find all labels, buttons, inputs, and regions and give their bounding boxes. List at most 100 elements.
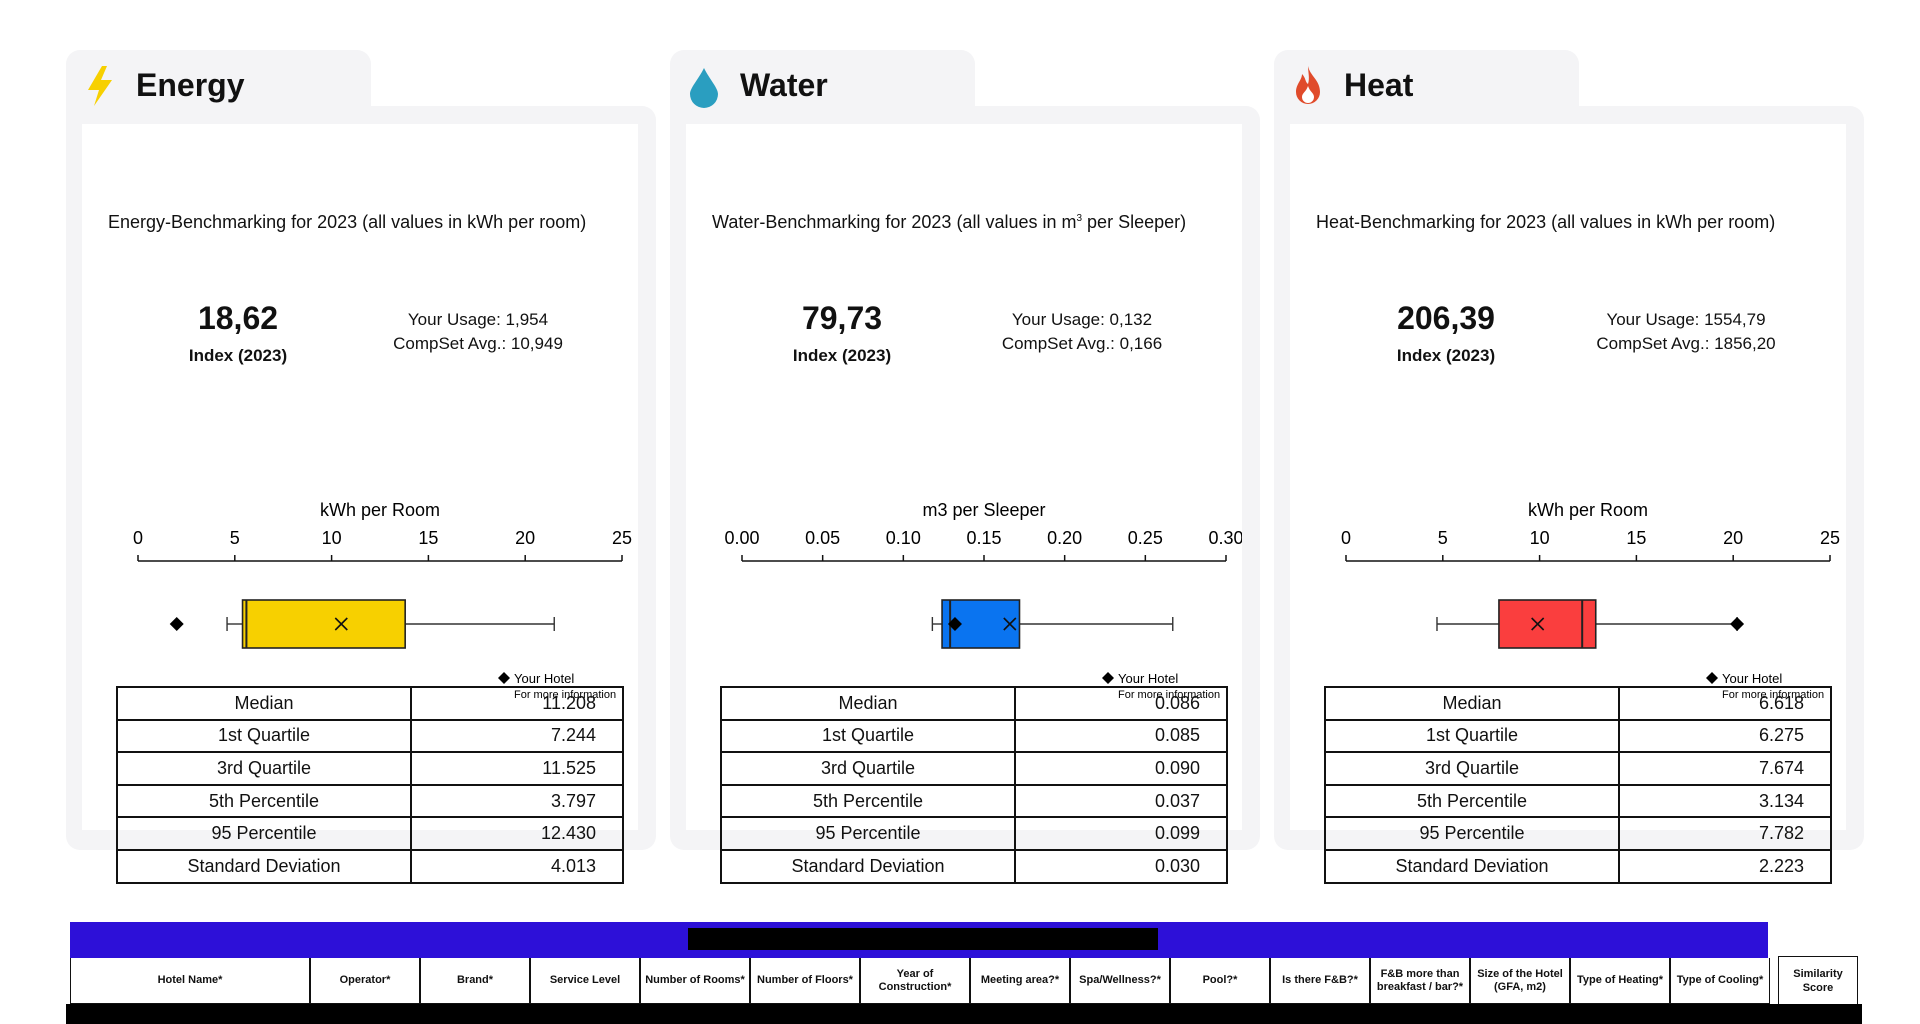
compset-average: CompSet Avg.: 0,166	[1001, 334, 1163, 353]
stats-row: 95 Percentile 7.782	[1324, 816, 1832, 851]
column-header[interactable]: Brand*	[420, 958, 530, 1004]
stat-label: 1st Quartile	[1324, 718, 1620, 754]
column-header[interactable]: F&B more than breakfast / bar?*	[1370, 958, 1470, 1004]
stat-label: 3rd Quartile	[116, 751, 412, 786]
iqr-box	[1498, 599, 1597, 649]
usage-summary: Your Usage: 1554,79 CompSet Avg.: 1856,2…	[1576, 308, 1796, 356]
axis-label: m3 per Sleeper	[922, 500, 1045, 520]
column-header[interactable]: Pool?*	[1170, 958, 1270, 1004]
column-header[interactable]: Type of Heating*	[1570, 958, 1670, 1004]
tick-label: 10	[1530, 528, 1550, 548]
stat-label: 95 Percentile	[1324, 816, 1620, 851]
stats-row: 5th Percentile 0.037	[720, 783, 1228, 819]
stat-value: 0.099	[1014, 816, 1228, 851]
tick-label: 0.30	[1208, 528, 1242, 548]
stats-row: Median 0.086	[720, 686, 1228, 721]
column-header[interactable]: Size of the Hotel (GFA, m2)	[1470, 958, 1570, 1004]
stat-label: Median	[116, 686, 412, 721]
stats-table: Median 11.208 1st Quartile 7.244 3rd Quart…	[116, 686, 624, 884]
stat-value: 3.797	[410, 783, 624, 819]
your-usage: Your Usage: 1554,79	[1606, 310, 1766, 329]
compset-average: CompSet Avg.: 1856,20	[1596, 334, 1776, 353]
tick-label: 0	[133, 528, 143, 548]
column-header[interactable]: Year of Construction*	[860, 958, 970, 1004]
column-header[interactable]: Hotel Name*	[70, 958, 310, 1004]
tick-label: 5	[1438, 528, 1448, 548]
stat-value: 3.134	[1618, 783, 1832, 819]
stat-value: 12.430	[410, 816, 624, 851]
your-usage: Your Usage: 1,954	[407, 310, 549, 329]
tick-label: 15	[1626, 528, 1646, 548]
stat-value: 0.090	[1014, 751, 1228, 786]
mean-marker	[334, 617, 348, 631]
tick-label: 25	[1820, 528, 1840, 548]
index-label: Index (2023)	[1396, 346, 1496, 365]
column-header[interactable]: Meeting area?*	[970, 958, 1070, 1004]
energy-panel: Energy Energy-Benchmarking for 2023 (all…	[66, 50, 656, 884]
mean-marker	[1531, 617, 1545, 631]
legend-marker-icon	[1102, 672, 1114, 684]
usage-summary: Your Usage: 1,954 CompSet Avg.: 10,949	[368, 308, 588, 356]
usage-summary: Your Usage: 0,132 CompSet Avg.: 0,166	[972, 308, 1192, 356]
stat-label: 3rd Quartile	[1324, 751, 1620, 786]
legend-marker-icon	[498, 672, 510, 684]
table-body-redacted	[66, 1004, 1862, 1024]
index-label: Index (2023)	[188, 346, 288, 365]
column-header[interactable]: Service Level	[530, 958, 640, 1004]
legend-label: Your Hotel	[1722, 671, 1782, 686]
stat-label: 1st Quartile	[116, 718, 412, 754]
benchmark-card: Energy-Benchmarking for 2023 (all values…	[82, 124, 638, 884]
column-header[interactable]: Type of Cooling*	[1670, 958, 1770, 1004]
tick-label: 0.15	[966, 528, 1001, 548]
stat-value: 6.618	[1618, 686, 1832, 721]
stats-table: Median 0.086 1st Quartile 0.085 3rd Quarti…	[720, 686, 1228, 884]
stats-table: Median 6.618 1st Quartile 6.275 3rd Quarti…	[1324, 686, 1832, 884]
box-plot[interactable]: m3 per Sleeper 0.00 0.05 0.10 0.15 0.20 0.25 0.…	[712, 444, 1242, 704]
redacted-table-title	[688, 928, 1158, 950]
tick-label: 25	[612, 528, 632, 548]
index-value: 79,73	[801, 300, 883, 336]
heat-panel: Heat Heat-Benchmarking for 2023 (all val…	[1274, 50, 1864, 884]
stat-label: 95 Percentile	[116, 816, 412, 851]
stat-value: 0.037	[1014, 783, 1228, 819]
your-hotel-marker	[947, 617, 962, 631]
benchmark-subtitle: Heat-Benchmarking for 2023 (all values i…	[1316, 212, 1776, 232]
index-value: 206,39	[1397, 300, 1495, 336]
stats-row: 5th Percentile 3.797	[116, 783, 624, 819]
water-panel: Water Water-Benchmarking for 2023 (all v…	[670, 50, 1260, 884]
stat-value: 2.223	[1618, 848, 1832, 884]
legend-marker-icon	[1706, 672, 1718, 684]
tick-label: 0.20	[1047, 528, 1082, 548]
stat-value: 11.525	[410, 751, 624, 786]
column-header[interactable]: Operator*	[310, 958, 420, 1004]
column-header[interactable]: Number of Floors*	[750, 958, 860, 1004]
water-drop-icon	[684, 64, 724, 108]
tick-label: 20	[515, 528, 535, 548]
stats-row: 3rd Quartile 7.674	[1324, 751, 1832, 786]
tick-label: 20	[1723, 528, 1743, 548]
your-hotel-marker	[169, 617, 184, 631]
tick-label: 0.10	[886, 528, 921, 548]
stat-value: 0.086	[1014, 686, 1228, 721]
benchmark-subtitle: Energy-Benchmarking for 2023 (all values…	[108, 212, 587, 232]
tick-label: 5	[230, 528, 240, 548]
table-header-row: Hotel Name* Operator* Brand* Service Level N…	[70, 958, 1770, 1004]
column-header[interactable]: Is there F&B?*	[1270, 958, 1370, 1004]
stat-label: Standard Deviation	[720, 848, 1016, 884]
tick-label: 0.00	[724, 528, 759, 548]
stats-row: 95 Percentile 12.430	[116, 816, 624, 851]
index-label: Index (2023)	[792, 346, 892, 365]
column-header[interactable]: Number of Rooms*	[640, 958, 750, 1004]
stat-label: 5th Percentile	[116, 783, 412, 819]
panel-title: Heat	[1344, 67, 1414, 103]
stat-label: Median	[720, 686, 1016, 721]
column-header[interactable]: Spa/Wellness?*	[1070, 958, 1170, 1004]
tick-label: 0	[1341, 528, 1351, 548]
stat-label: 5th Percentile	[1324, 783, 1620, 819]
stat-value: 7.674	[1618, 751, 1832, 786]
stats-row: Median 6.618	[1324, 686, 1832, 721]
flame-icon	[1288, 64, 1328, 108]
stat-value: 7.244	[410, 718, 624, 754]
